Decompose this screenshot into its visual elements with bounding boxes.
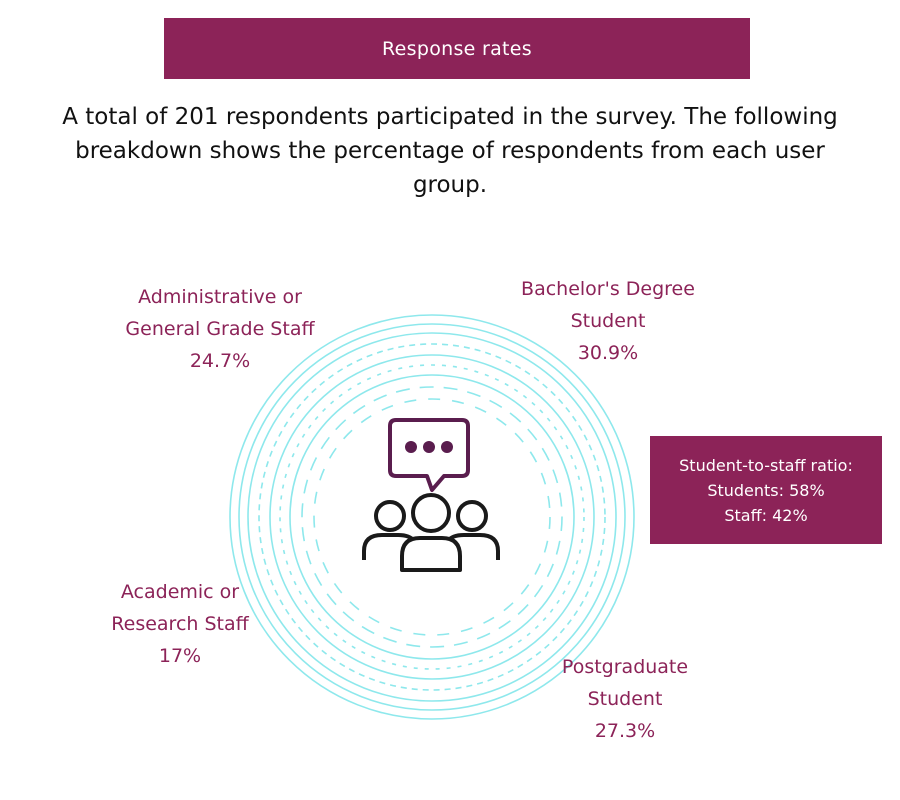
intro-text: A total of 201 respondents participated … xyxy=(62,104,838,198)
ratio-title: Student-to-staff ratio: xyxy=(679,455,853,475)
ring-dashed-4 xyxy=(313,398,551,636)
ring-solid-4 xyxy=(269,354,595,680)
group-percent: 30.9% xyxy=(577,342,639,364)
group-name-line: Academic or xyxy=(120,581,240,603)
group-name-line: Administrative or xyxy=(138,286,302,308)
group-name-line: Student xyxy=(570,310,646,332)
group-percent: 27.3% xyxy=(594,720,656,742)
dot-icon xyxy=(405,441,417,453)
ring-dashed-1 xyxy=(258,343,606,691)
speech-bubble-icon xyxy=(388,418,470,492)
ratio-staff: Staff: 42% xyxy=(724,505,808,525)
group-label-postgraduate-student: Postgraduate Student 27.3% xyxy=(530,651,720,747)
group-name-line: General Grade Staff xyxy=(125,318,315,340)
dot-icon xyxy=(441,441,453,453)
person-right-head-icon xyxy=(456,500,488,532)
ring-outer-3 xyxy=(247,332,617,702)
person-center-body-icon xyxy=(400,536,462,572)
ring-outer-1 xyxy=(229,314,635,720)
ring-solid-5 xyxy=(289,374,575,660)
group-label-bachelor-student: Bachelor's Degree Student 30.9% xyxy=(490,273,726,369)
ring-outer-2 xyxy=(238,323,626,711)
ring-dashed-3 xyxy=(301,386,563,648)
group-name-line: Student xyxy=(587,688,663,710)
group-name-line: Research Staff xyxy=(111,613,249,635)
group-percent: 17% xyxy=(158,645,202,667)
ratio-students: Students: 58% xyxy=(707,480,825,500)
person-center-head-icon xyxy=(411,493,451,533)
group-label-admin-staff: Administrative or General Grade Staff 24… xyxy=(90,281,350,377)
page-title: Response rates xyxy=(382,37,532,60)
group-label-academic-staff: Academic or Research Staff 17% xyxy=(60,576,300,672)
group-name-line: Bachelor's Degree xyxy=(521,278,695,300)
group-chat-icon xyxy=(362,418,500,572)
person-left-head-icon xyxy=(374,500,406,532)
group-name-line: Postgraduate xyxy=(561,656,689,678)
ratio-callout: Student-to-staff ratio: Students: 58% St… xyxy=(650,436,882,544)
dot-icon xyxy=(423,441,435,453)
title-banner: Response rates xyxy=(164,18,750,79)
group-percent: 24.7% xyxy=(189,350,251,372)
ring-dashed-2 xyxy=(279,364,585,670)
